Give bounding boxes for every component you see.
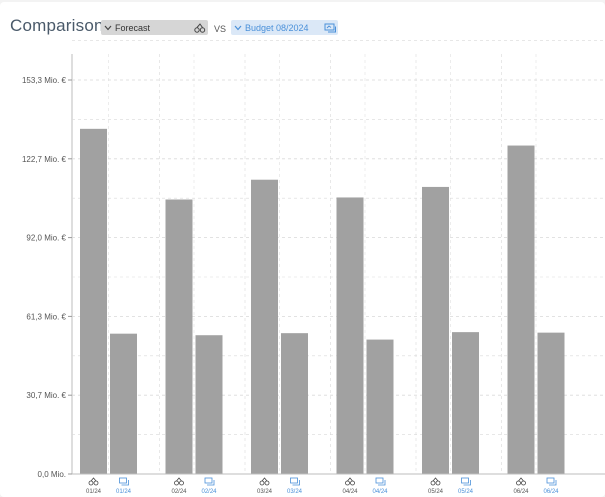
forecast-bar[interactable] [80, 128, 107, 475]
x-tick-label: 04/24 [342, 489, 358, 495]
x-tick-label: 02/24 [201, 489, 217, 495]
budget-icon [119, 477, 129, 486]
forecast-bar[interactable] [165, 199, 193, 475]
forecast-bar[interactable] [507, 145, 535, 475]
x-tick-label: 05/24 [428, 489, 444, 495]
forecast-icon [259, 477, 270, 486]
y-tick-label: 0,0 Mio. [38, 470, 66, 479]
forecast-icon [192, 22, 208, 33]
x-tick-label: 05/24 [458, 489, 474, 495]
header: Comparison Forecast VS Budget 08/2024 [0, 0, 605, 56]
x-tick-label: 06/24 [543, 489, 559, 495]
y-tick-label: 30,7 Mio. € [26, 391, 66, 400]
budget-scenario-select[interactable]: Budget 08/2024 [231, 20, 338, 35]
vs-label: VS [214, 24, 227, 34]
forecast-icon [88, 477, 99, 486]
chevron-down-icon [231, 25, 245, 31]
y-tick-label: 153,3 Mio. € [22, 76, 67, 85]
bars [80, 128, 565, 475]
budget-icon [546, 477, 557, 486]
budget-bar[interactable] [452, 332, 479, 474]
forecast-bar[interactable] [251, 179, 278, 474]
y-tick-label: 61,3 Mio. € [26, 312, 66, 321]
chevron-down-icon [101, 25, 115, 31]
budget-icon [461, 477, 471, 486]
x-tick-label: 03/24 [257, 489, 273, 495]
forecast-icon [430, 477, 441, 486]
forecast-bar[interactable] [422, 186, 449, 474]
x-tick-label: 03/24 [287, 489, 303, 495]
x-tick-label: 06/24 [513, 489, 529, 495]
x-axis-labels: 01/24 01/24 02/24 02/24 03/24 03/24 04/24 04/24… [86, 477, 559, 495]
forecast-icon [516, 477, 526, 486]
budget-icon [375, 477, 386, 486]
forecast-scenario-select[interactable]: Forecast [101, 20, 208, 35]
forecast-icon [345, 477, 355, 486]
forecast-bar[interactable] [336, 197, 364, 475]
y-axis-labels: 0,0 Mio. 30,7 Mio. € 61,3 Mio. € 92,0 Mio. … [22, 76, 67, 479]
budget-bar[interactable] [366, 339, 394, 474]
budget-icon [290, 477, 300, 486]
forecast-icon [174, 477, 184, 486]
page-title: Comparison [10, 16, 104, 35]
forecast-scenario-label: Forecast [115, 22, 151, 33]
x-tick-label: 02/24 [171, 489, 187, 495]
y-tick-label: 122,7 Mio. € [22, 155, 67, 164]
x-tick-label: 04/24 [372, 489, 388, 495]
y-tick-label: 92,0 Mio. € [26, 234, 66, 243]
budget-icon [322, 23, 338, 33]
budget-bar[interactable] [281, 333, 308, 474]
x-tick-label: 01/24 [116, 489, 132, 495]
budget-bar[interactable] [537, 332, 565, 474]
budget-scenario-label: Budget 08/2024 [245, 22, 309, 33]
budget-bar[interactable] [110, 333, 137, 474]
budget-bar[interactable] [195, 335, 223, 474]
x-tick-label: 01/24 [86, 489, 102, 495]
budget-icon [204, 477, 215, 486]
